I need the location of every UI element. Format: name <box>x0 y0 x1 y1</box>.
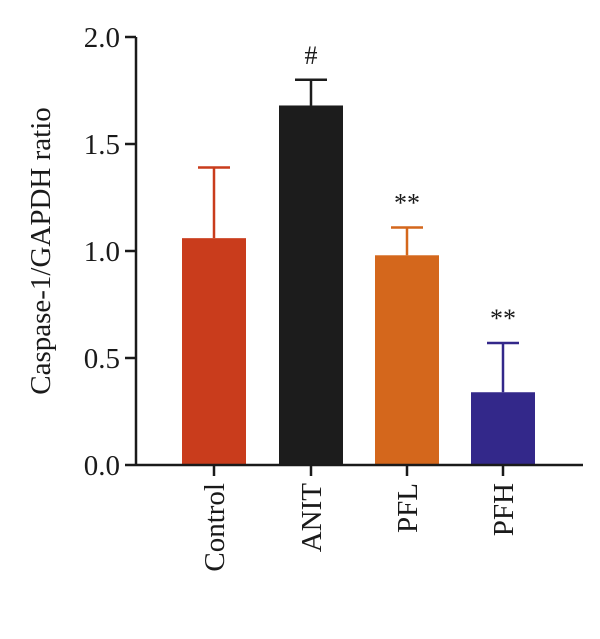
bar-pfl <box>375 255 439 465</box>
x-tick-label: ANIT <box>296 483 328 553</box>
bars-group: # ** ** <box>182 41 535 465</box>
y-tick-label: 2.0 <box>84 22 120 54</box>
x-tick-label: Control <box>199 483 231 572</box>
bar-control <box>182 238 246 465</box>
y-tick-label: 0.5 <box>84 343 120 375</box>
y-axis-title: Caspase-1/GAPDH ratio <box>25 107 57 395</box>
significance-marker: ** <box>490 304 516 333</box>
x-axis: Control ANIT PFL PFH <box>136 463 583 572</box>
y-tick-label: 1.0 <box>84 236 120 268</box>
x-tick-label: PFH <box>488 483 520 536</box>
significance-marker: # <box>305 41 318 70</box>
y-tick-label: 0.0 <box>84 450 120 482</box>
x-tick-label: PFL <box>392 483 424 533</box>
bar-anit <box>279 105 343 465</box>
y-tick-label: 1.5 <box>84 129 120 161</box>
bar-pfh <box>471 392 535 465</box>
significance-marker: ** <box>394 188 420 217</box>
y-axis: 0.0 0.5 1.0 1.5 2.0 <box>84 22 138 482</box>
